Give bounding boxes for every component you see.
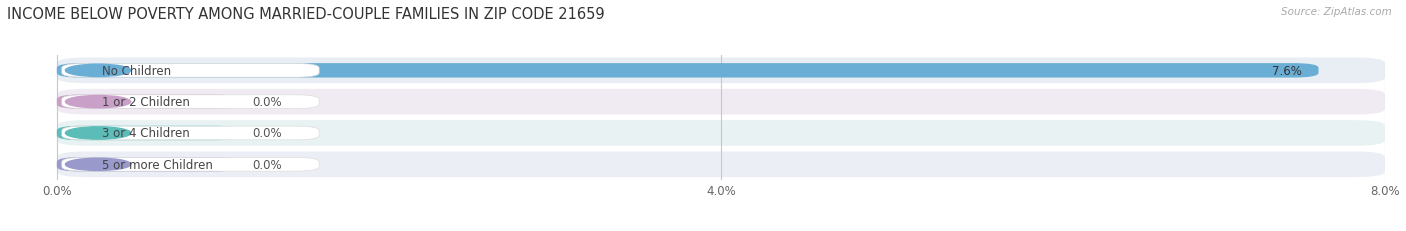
FancyBboxPatch shape (62, 64, 319, 78)
Text: 5 or more Children: 5 or more Children (101, 158, 212, 171)
FancyBboxPatch shape (56, 64, 1319, 78)
FancyBboxPatch shape (56, 58, 1385, 84)
Text: 3 or 4 Children: 3 or 4 Children (101, 127, 190, 140)
FancyBboxPatch shape (62, 127, 319, 140)
FancyBboxPatch shape (56, 89, 1385, 115)
Text: 0.0%: 0.0% (253, 96, 283, 109)
Text: Source: ZipAtlas.com: Source: ZipAtlas.com (1281, 7, 1392, 17)
Text: 1 or 2 Children: 1 or 2 Children (101, 96, 190, 109)
Text: 0.0%: 0.0% (253, 158, 283, 171)
FancyBboxPatch shape (56, 121, 1385, 146)
FancyBboxPatch shape (62, 95, 319, 109)
Circle shape (66, 127, 131, 140)
Circle shape (66, 158, 131, 171)
Circle shape (66, 96, 131, 108)
FancyBboxPatch shape (56, 95, 239, 109)
Text: 0.0%: 0.0% (253, 127, 283, 140)
Text: 7.6%: 7.6% (1272, 64, 1302, 78)
FancyBboxPatch shape (56, 157, 239, 172)
Circle shape (66, 65, 131, 77)
Text: No Children: No Children (101, 64, 172, 78)
FancyBboxPatch shape (62, 158, 319, 171)
FancyBboxPatch shape (56, 126, 239, 141)
FancyBboxPatch shape (56, 152, 1385, 177)
Text: INCOME BELOW POVERTY AMONG MARRIED-COUPLE FAMILIES IN ZIP CODE 21659: INCOME BELOW POVERTY AMONG MARRIED-COUPL… (7, 7, 605, 22)
